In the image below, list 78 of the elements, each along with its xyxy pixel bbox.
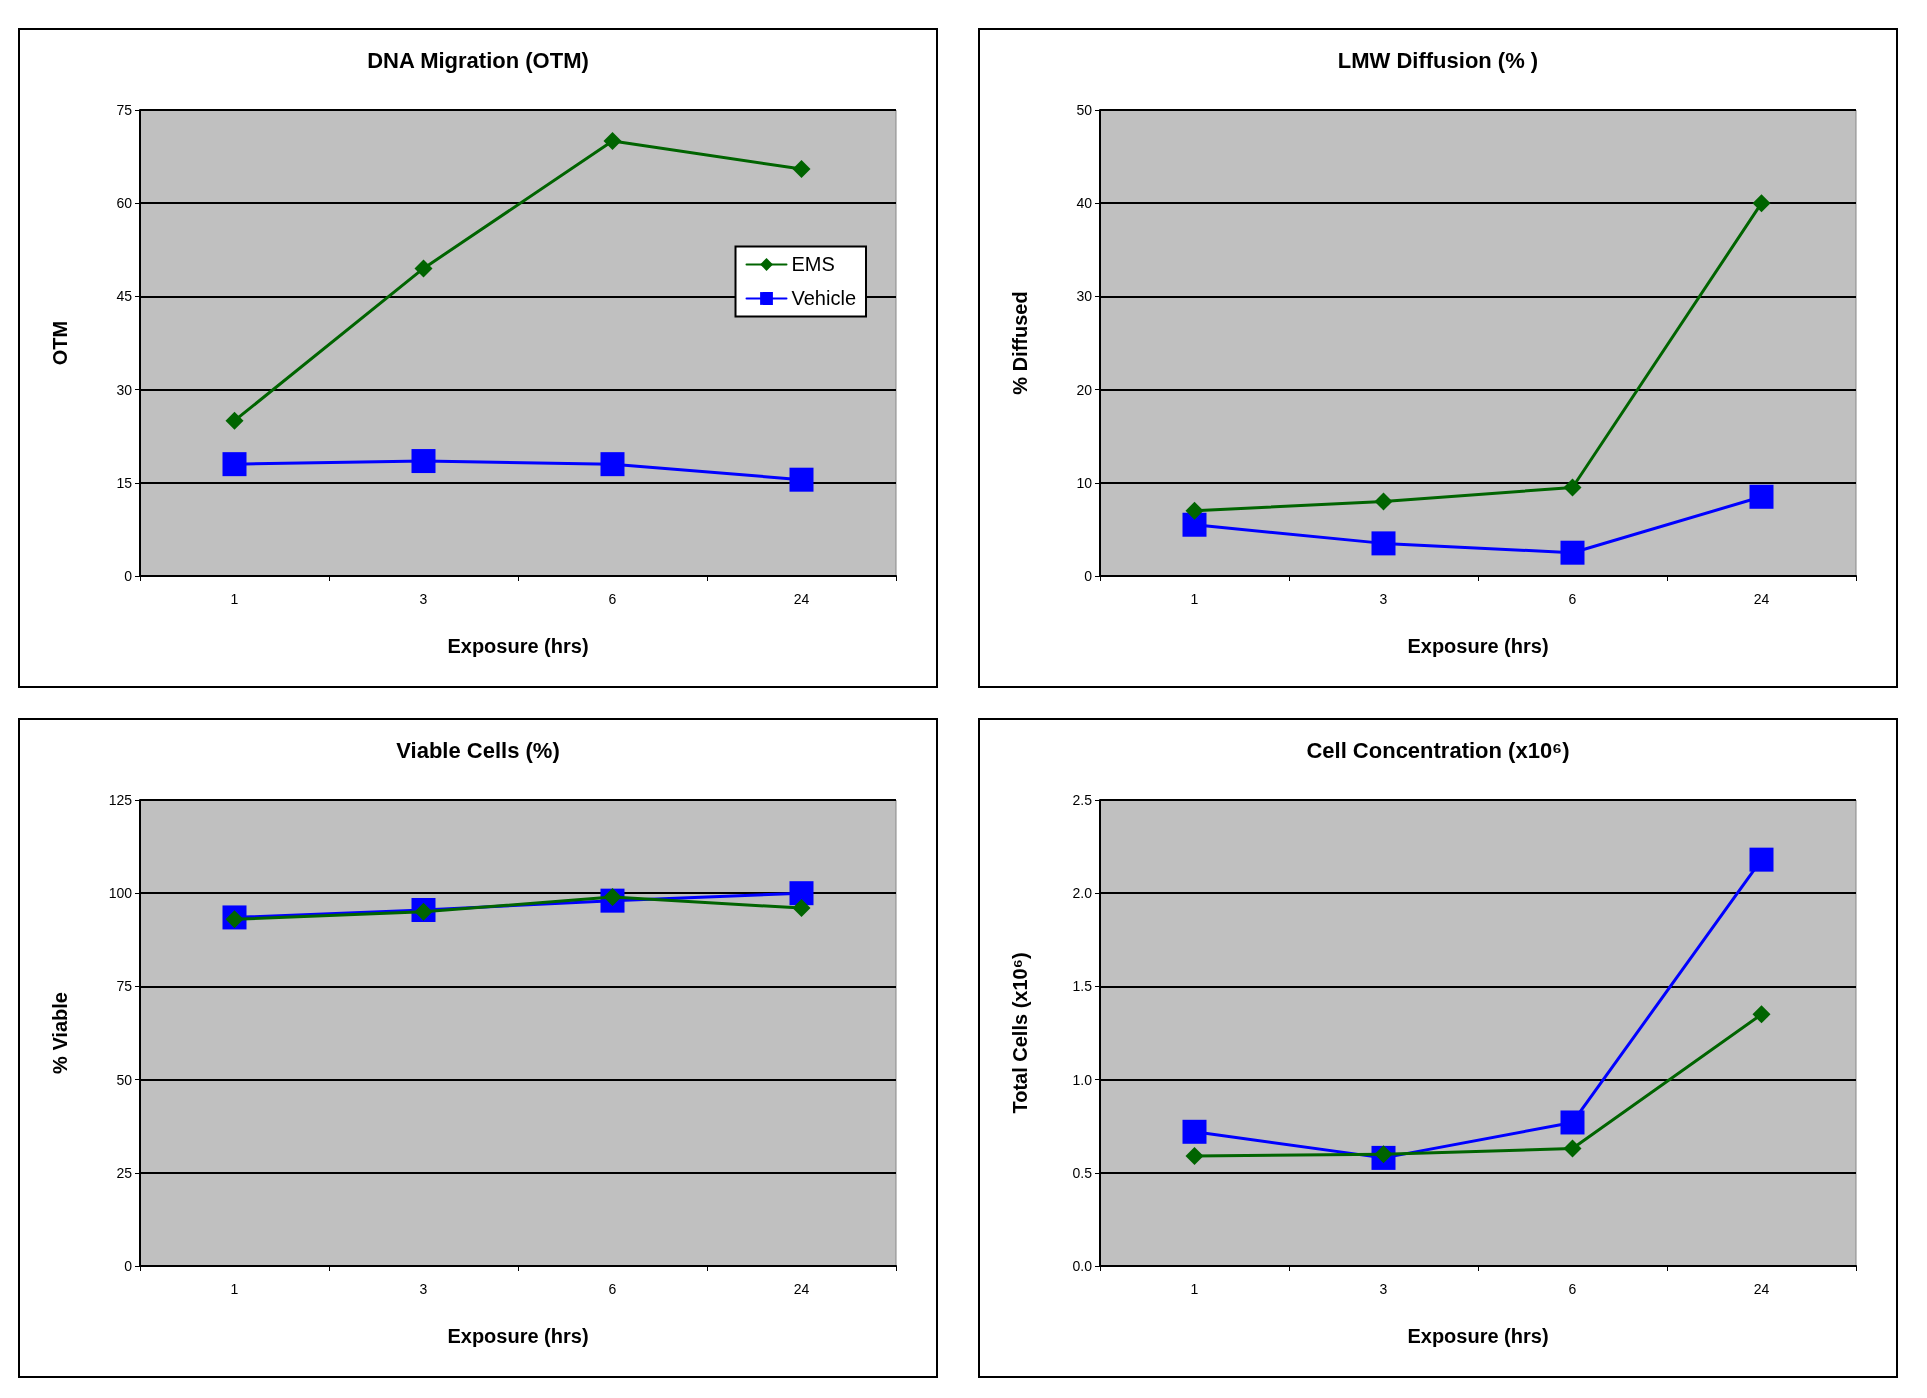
point <box>1374 492 1393 511</box>
point <box>789 467 814 492</box>
x-axis-title: Exposure (hrs) <box>447 1325 589 1347</box>
point <box>792 899 811 918</box>
point <box>1560 540 1585 565</box>
x-axis-title: Exposure (hrs) <box>447 635 589 657</box>
y-tick-label: 2.5 <box>1072 792 1093 808</box>
x-tick-label: 24 <box>1753 1281 1770 1297</box>
y-tick-label: 125 <box>108 792 133 808</box>
point <box>1752 1005 1771 1024</box>
y-axis-title: % Viable <box>49 992 71 1074</box>
y-tick-label: 0 <box>124 1258 133 1274</box>
point <box>414 259 433 278</box>
legend-label: EMS <box>791 253 835 276</box>
point <box>1563 1139 1582 1158</box>
x-tick-label: 3 <box>419 591 428 607</box>
point <box>225 411 244 430</box>
point <box>600 452 625 477</box>
y-tick-label: 50 <box>116 1071 133 1088</box>
y-tick-label: 75 <box>116 102 133 118</box>
point <box>1749 484 1774 509</box>
x-tick-label: 6 <box>1568 1281 1577 1297</box>
x-axis-title: Exposure (hrs) <box>1407 1325 1549 1347</box>
x-tick-label: 24 <box>793 591 810 607</box>
y-tick-label: 60 <box>116 195 133 212</box>
x-tick-label: 1 <box>230 1281 239 1297</box>
point <box>603 132 622 151</box>
y-tick-label: 40 <box>1076 195 1093 212</box>
y-axis-title: % Diffused <box>1009 291 1031 395</box>
point <box>1563 478 1582 497</box>
y-tick-label: 0 <box>1084 568 1093 584</box>
point <box>789 881 814 906</box>
point <box>1749 847 1774 872</box>
x-tick-label: 3 <box>1379 1281 1388 1297</box>
y-tick-label: 50 <box>1076 102 1093 118</box>
y-tick-label: 0.5 <box>1072 1164 1093 1181</box>
chart-title: LMW Diffusion (% ) <box>1337 47 1539 73</box>
legend-label: Vehicle <box>791 287 857 310</box>
x-tick-label: 3 <box>419 1281 428 1297</box>
x-tick-label: 24 <box>1753 591 1770 607</box>
x-tick-label: 6 <box>1568 591 1577 607</box>
y-tick-label: 1.5 <box>1072 978 1093 995</box>
point <box>1185 1147 1204 1166</box>
point <box>1185 501 1204 520</box>
chart-title: Viable Cells (%) <box>396 737 560 763</box>
y-tick-label: 30 <box>116 381 133 398</box>
x-tick-label: 1 <box>230 591 239 607</box>
y-tick-label: 2.0 <box>1072 885 1093 902</box>
x-tick-label: 6 <box>608 1281 617 1297</box>
point <box>411 449 436 474</box>
point <box>1182 512 1207 537</box>
y-tick-label: 15 <box>116 474 133 491</box>
chart-title: Cell Concentration (x10⁶) <box>1306 737 1570 763</box>
y-tick-label: 75 <box>116 978 133 995</box>
x-tick-label: 6 <box>608 591 617 607</box>
y-tick-label: 20 <box>1076 381 1093 398</box>
y-tick-label: 0.0 <box>1072 1258 1093 1274</box>
chart-title: DNA Migration (OTM) <box>367 47 589 73</box>
point <box>792 160 811 179</box>
y-tick-label: 45 <box>116 288 133 305</box>
x-tick-label: 1 <box>1190 591 1199 607</box>
x-tick-label: 1 <box>1190 1281 1199 1297</box>
point <box>1182 1119 1207 1144</box>
y-axis-title: OTM <box>49 320 71 366</box>
y-tick-label: 25 <box>116 1164 133 1181</box>
x-tick-label: 24 <box>793 1281 810 1297</box>
point <box>1560 1110 1585 1135</box>
y-tick-label: 1.0 <box>1072 1071 1093 1088</box>
x-axis-title: Exposure (hrs) <box>1407 635 1549 657</box>
y-tick-label: 0 <box>124 568 133 584</box>
y-tick-label: 30 <box>1076 288 1093 305</box>
y-tick-label: 100 <box>108 885 133 902</box>
point <box>222 452 247 477</box>
point <box>1371 531 1396 556</box>
x-tick-label: 3 <box>1379 591 1388 607</box>
y-axis-title: Total Cells (x10⁶) <box>1009 952 1031 1114</box>
y-tick-label: 10 <box>1076 474 1093 491</box>
point <box>1752 194 1771 213</box>
